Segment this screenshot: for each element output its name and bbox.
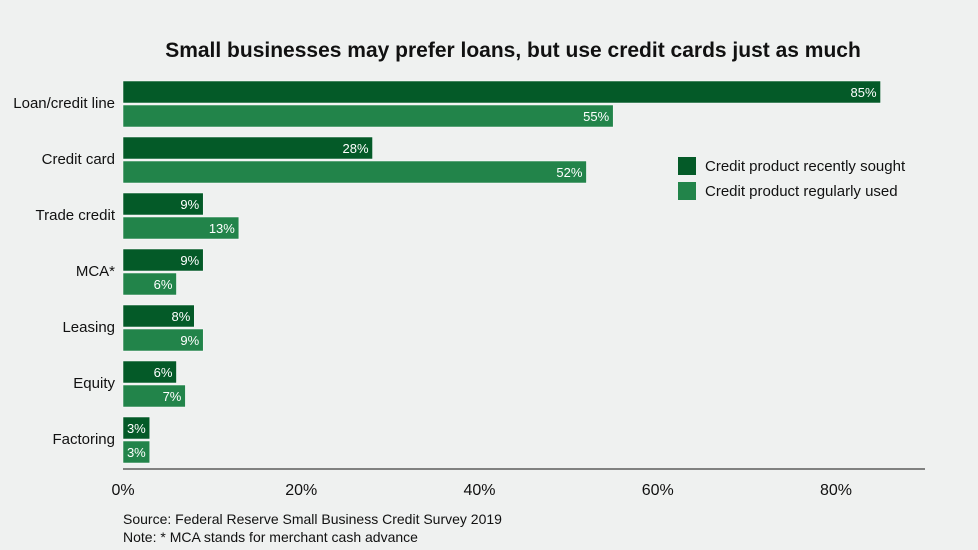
x-tick-label: 0% (111, 482, 134, 499)
category-label: Trade credit (36, 207, 116, 224)
data-label: 9% (180, 197, 199, 212)
category-label: Factoring (52, 431, 115, 448)
data-label: 6% (154, 277, 173, 292)
data-label: 7% (163, 389, 182, 404)
data-label: 9% (180, 333, 199, 348)
category-label: Credit card (42, 151, 115, 168)
category-label: Loan/credit line (13, 95, 115, 112)
x-tick-label: 20% (285, 482, 317, 499)
bar-sought (122, 80, 881, 104)
data-label: 52% (556, 165, 582, 180)
bar-used (122, 272, 177, 296)
data-label: 3% (127, 445, 146, 460)
legend-label: Credit product recently sought (705, 158, 906, 175)
data-label: 9% (180, 253, 199, 268)
category-label: MCA* (76, 263, 115, 280)
x-tick-label: 40% (463, 482, 495, 499)
bar-sought (122, 136, 373, 160)
bar-used (122, 328, 204, 352)
bar-sought (122, 304, 195, 328)
chart-title: Small businesses may prefer loans, but u… (165, 39, 861, 62)
bar-sought (122, 248, 204, 272)
data-label: 8% (172, 309, 191, 324)
legend-swatch (678, 157, 696, 175)
category-label: Equity (73, 375, 115, 392)
bar-used (122, 440, 150, 464)
data-label: 28% (343, 141, 369, 156)
bar-used (122, 216, 240, 240)
category-label: Leasing (62, 319, 115, 336)
legend-swatch (678, 182, 696, 200)
x-tick-label: 80% (820, 482, 852, 499)
legend-label: Credit product regularly used (705, 183, 898, 200)
data-label: 85% (851, 85, 877, 100)
bar-used (122, 384, 186, 408)
bar-used (122, 104, 614, 128)
data-label: 6% (154, 365, 173, 380)
data-label: 13% (209, 221, 235, 236)
bar-used (122, 160, 587, 184)
bar-sought (122, 416, 150, 440)
bar-sought (122, 192, 204, 216)
data-label: 3% (127, 421, 146, 436)
footnote: Note: * MCA stands for merchant cash adv… (123, 529, 418, 545)
bar-sought (122, 360, 177, 384)
source-note: Source: Federal Reserve Small Business C… (123, 511, 502, 527)
x-tick-label: 60% (642, 482, 674, 499)
data-label: 55% (583, 109, 609, 124)
